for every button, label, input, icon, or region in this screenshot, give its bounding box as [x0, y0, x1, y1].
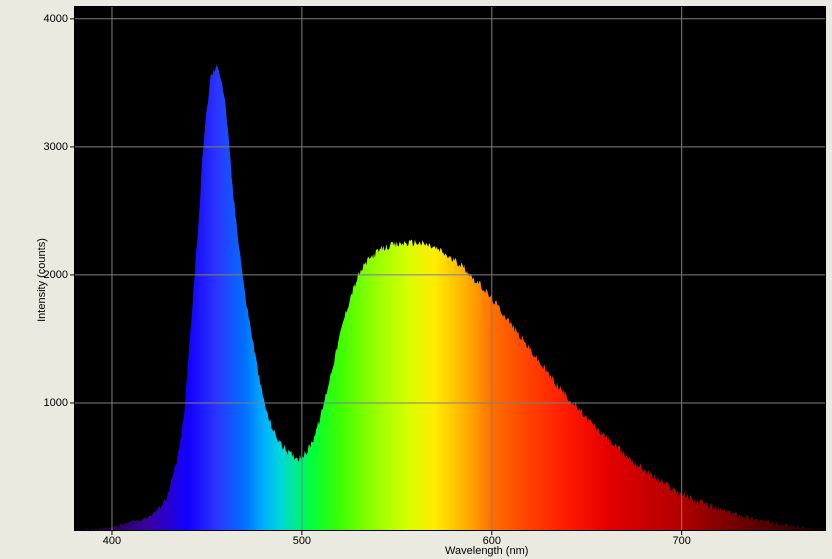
spectrum-plot: [0, 0, 832, 559]
x-tick-label: 500: [293, 535, 311, 547]
y-tick-label: 2000: [44, 269, 68, 281]
y-tick-label: 1000: [44, 397, 68, 409]
x-tick-label: 700: [672, 535, 690, 547]
y-tick-label: 4000: [44, 13, 68, 25]
x-tick-label: 400: [103, 535, 121, 547]
x-tick-label: 600: [483, 535, 501, 547]
chart-frame: Intensity (counts) Wavelength (nm) 10002…: [0, 0, 832, 559]
y-tick-label: 3000: [44, 141, 68, 153]
